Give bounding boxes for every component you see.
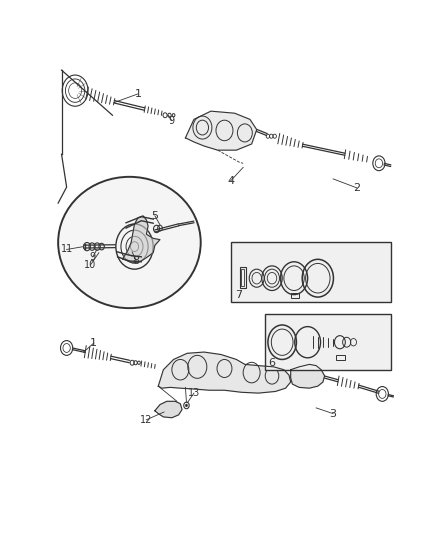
Circle shape bbox=[185, 404, 188, 407]
Ellipse shape bbox=[58, 177, 201, 308]
Text: 4: 4 bbox=[227, 176, 234, 186]
Text: 3: 3 bbox=[330, 409, 336, 418]
Text: 11: 11 bbox=[60, 245, 73, 254]
Text: 1: 1 bbox=[134, 89, 141, 99]
Text: 13: 13 bbox=[188, 388, 200, 398]
Bar bbox=[231, 243, 391, 302]
Polygon shape bbox=[185, 111, 257, 150]
Text: 5: 5 bbox=[152, 211, 159, 221]
Text: 1: 1 bbox=[90, 338, 97, 348]
Bar bbox=[336, 356, 345, 360]
Text: 7: 7 bbox=[235, 290, 242, 300]
Polygon shape bbox=[123, 216, 160, 263]
Polygon shape bbox=[291, 365, 325, 388]
Text: 12: 12 bbox=[140, 415, 152, 425]
Bar bbox=[241, 269, 244, 286]
Text: 8: 8 bbox=[133, 256, 140, 266]
Text: 10: 10 bbox=[84, 260, 96, 270]
Polygon shape bbox=[155, 401, 182, 418]
Bar bbox=[265, 314, 391, 370]
Text: 2: 2 bbox=[353, 183, 360, 193]
Text: 6: 6 bbox=[268, 358, 276, 368]
Bar bbox=[291, 293, 299, 298]
Text: 9: 9 bbox=[169, 116, 175, 126]
Text: 9: 9 bbox=[90, 252, 96, 262]
Bar bbox=[240, 267, 246, 288]
Polygon shape bbox=[158, 352, 291, 393]
